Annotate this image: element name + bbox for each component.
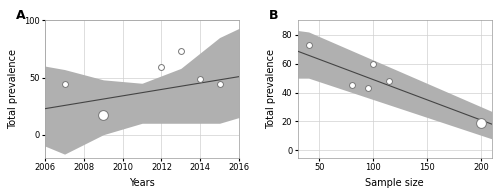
Point xyxy=(370,62,378,65)
X-axis label: Years: Years xyxy=(129,178,155,188)
Point xyxy=(158,66,166,69)
Point xyxy=(177,50,185,53)
Text: B: B xyxy=(269,9,278,22)
Point xyxy=(364,87,372,90)
Point xyxy=(304,43,312,46)
Point xyxy=(60,83,68,86)
Y-axis label: Total prevalence: Total prevalence xyxy=(266,49,276,129)
Point xyxy=(216,83,224,86)
X-axis label: Sample size: Sample size xyxy=(366,178,424,188)
Point xyxy=(196,77,204,80)
Text: A: A xyxy=(16,9,26,22)
Point xyxy=(348,84,356,87)
Y-axis label: Total prevalence: Total prevalence xyxy=(8,49,18,129)
Point xyxy=(477,121,485,124)
Point xyxy=(386,79,394,83)
Point xyxy=(100,114,108,117)
